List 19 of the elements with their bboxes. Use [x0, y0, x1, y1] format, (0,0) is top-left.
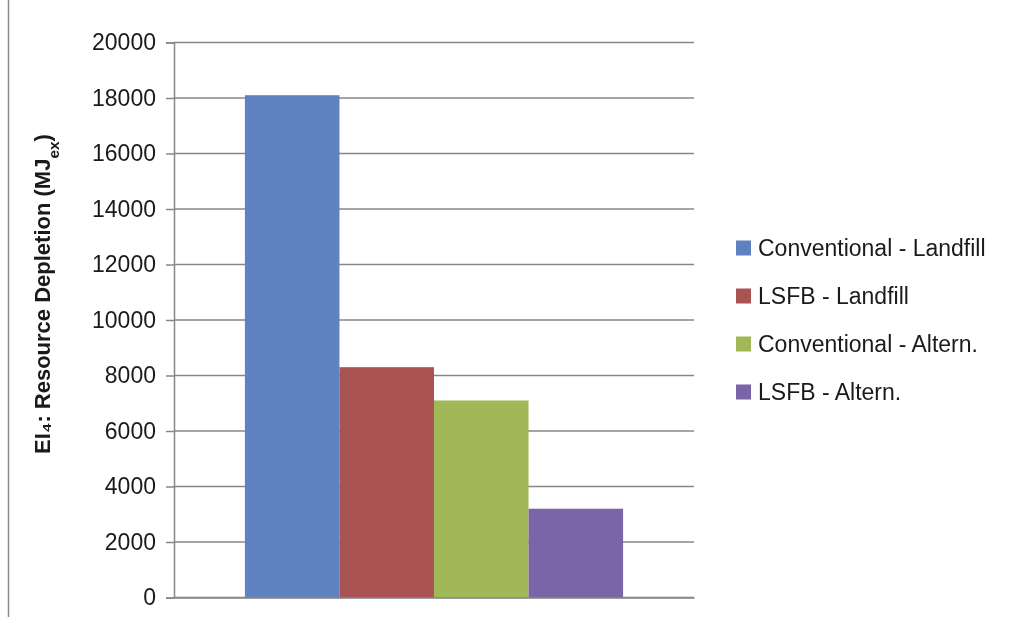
y-tick-label: 2000: [104, 528, 156, 555]
bar: [434, 400, 529, 598]
legend-label: Conventional - Landfill: [758, 235, 986, 262]
y-tick-label: 6000: [104, 417, 156, 444]
legend-label: Conventional - Altern.: [758, 331, 978, 358]
legend-label: LSFB - Landfill: [758, 283, 909, 310]
y-tick-label: 12000: [92, 251, 156, 278]
y-tick-label: 18000: [92, 84, 156, 111]
y-tick-label: 0: [143, 584, 156, 611]
bar: [244, 95, 340, 598]
y-tick-label: 20000: [92, 29, 156, 56]
y-tick-label: 10000: [92, 306, 156, 333]
legend-label: LSFB - Altern.: [758, 379, 902, 406]
y-tick-label: 14000: [92, 195, 156, 222]
bar: [339, 367, 434, 598]
y-tick-label: 8000: [104, 362, 156, 389]
bar: [528, 508, 624, 598]
y-tick-label: 16000: [92, 140, 156, 167]
y-tick-label: 4000: [104, 473, 156, 500]
